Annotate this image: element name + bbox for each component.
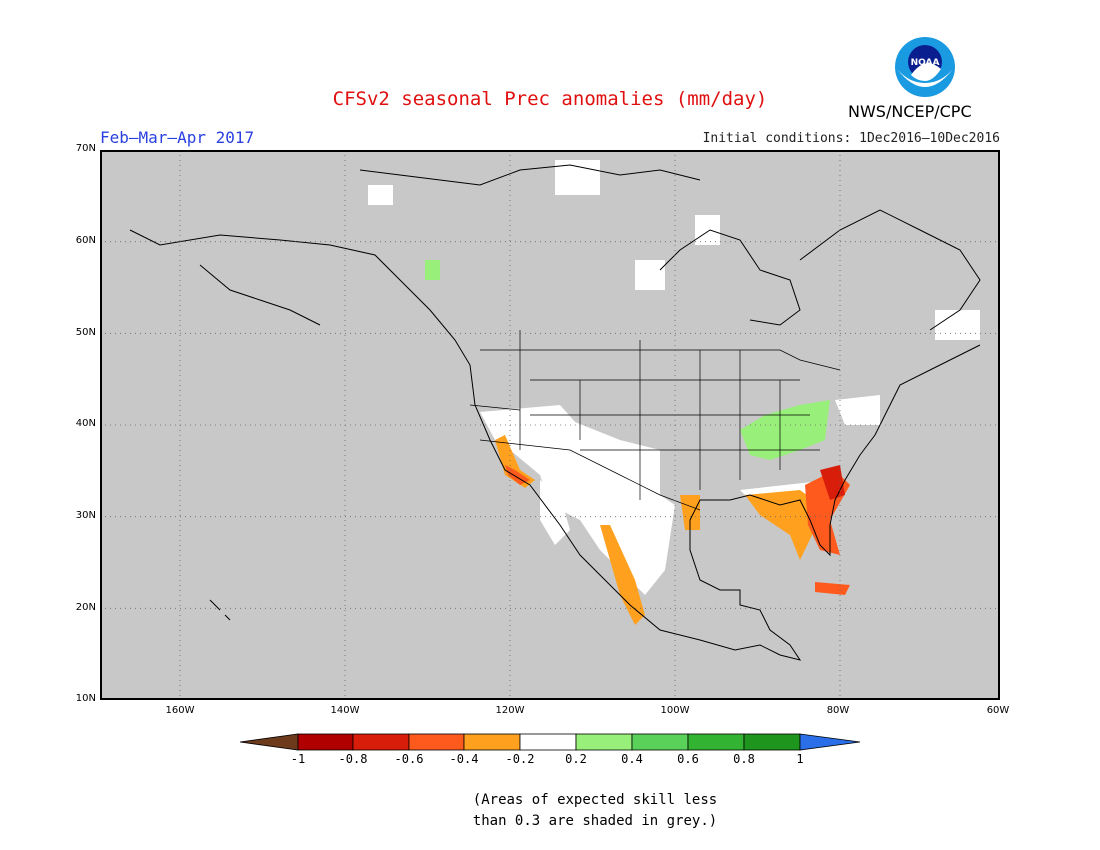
- lat-label: 50N: [75, 327, 96, 338]
- lat-label: 20N: [75, 602, 96, 613]
- legend-swatch: [799, 733, 861, 751]
- legend-swatch: [297, 733, 354, 751]
- legend-label: -0.4: [449, 752, 479, 766]
- lat-label: 70N: [75, 143, 96, 154]
- legend-swatch: [463, 733, 521, 751]
- patch-gulf-orange: [745, 490, 820, 560]
- legend-swatch: [743, 733, 801, 751]
- initial-conditions: Initial conditions: 1Dec2016–10Dec2016: [702, 131, 1000, 146]
- legend-label: 1: [796, 752, 804, 766]
- patch-wmex-orange: [600, 525, 645, 625]
- noaa-logo-text: NOAA: [911, 58, 940, 68]
- patch-hudson-white-2: [695, 215, 720, 245]
- legend-label: 0.8: [733, 752, 755, 766]
- legend-swatch: [631, 733, 689, 751]
- legend-swatch: [687, 733, 745, 751]
- patch-socal-red: [505, 465, 530, 485]
- anomaly-map: [100, 150, 1000, 700]
- patch-cuba-red: [815, 582, 850, 595]
- political-borders: [469, 330, 841, 511]
- legend-swatch: [239, 733, 299, 751]
- lat-label: 10N: [75, 693, 96, 704]
- lat-label: 40N: [75, 418, 96, 429]
- patch-nwt-white: [555, 160, 600, 195]
- color-legend: [239, 733, 862, 755]
- footnote-line-1: (Areas of expected skill less: [472, 792, 718, 808]
- graticule: [100, 150, 1000, 700]
- legend-swatch: [352, 733, 410, 751]
- legend-swatch: [519, 733, 577, 751]
- patch-yukon-white: [368, 185, 393, 205]
- patch-labrador-white: [935, 310, 980, 340]
- anomaly-patches: [368, 160, 980, 625]
- map-frame: [100, 150, 1000, 700]
- legend-label: -0.8: [338, 752, 368, 766]
- coastlines: [129, 164, 981, 661]
- lon-label: 160W: [165, 705, 195, 716]
- agency-label: NWS/NCEP/CPC: [848, 102, 972, 121]
- legend-label: 0.2: [565, 752, 587, 766]
- noaa-logo: NOAA: [893, 35, 957, 103]
- legend-label: -0.6: [394, 752, 424, 766]
- legend-label: -1: [290, 752, 306, 766]
- lat-label: 30N: [75, 510, 96, 521]
- patch-socal-orange: [495, 435, 535, 488]
- lon-label: 60W: [986, 705, 1010, 716]
- patch-bc-green: [425, 260, 440, 280]
- legend-label: -0.2: [505, 752, 535, 766]
- patch-texas-orange: [680, 495, 700, 530]
- legend-swatch: [575, 733, 633, 751]
- lat-label: 60N: [75, 235, 96, 246]
- legend-swatch: [408, 733, 465, 751]
- map-title: CFSv2 seasonal Prec anomalies (mm/day): [332, 88, 768, 110]
- legend-label: 0.4: [621, 752, 643, 766]
- patch-sw-white: [480, 412, 675, 595]
- lon-label: 140W: [330, 705, 360, 716]
- lon-label: 120W: [495, 705, 525, 716]
- patch-sw-white-2: [480, 405, 600, 455]
- footnote-line-2: than 0.3 are shaded in grey.): [472, 813, 718, 829]
- patch-midatl-white: [835, 395, 880, 425]
- patch-georgia-darkred: [820, 465, 845, 500]
- forecast-period: Feb–Mar–Apr 2017: [100, 128, 255, 147]
- legend-label: 0.6: [677, 752, 699, 766]
- lon-label: 100W: [660, 705, 690, 716]
- patch-hudson-white: [635, 260, 665, 290]
- lon-label: 80W: [826, 705, 850, 716]
